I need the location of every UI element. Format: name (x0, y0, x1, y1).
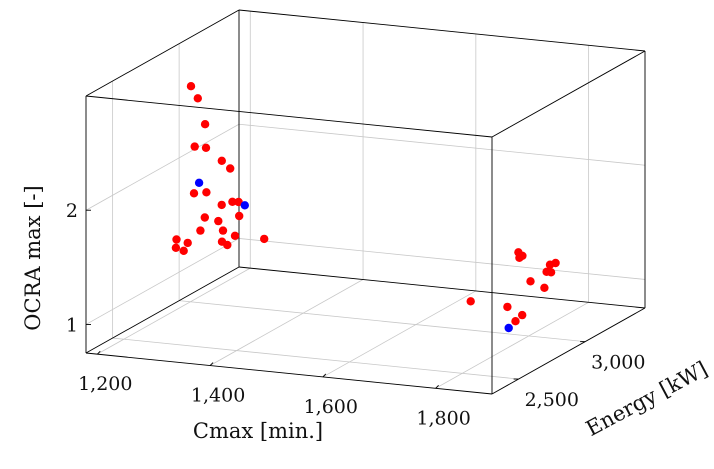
data-point-red (196, 226, 205, 235)
points-layer (171, 82, 560, 333)
data-point-blue (194, 178, 204, 187)
z-axis-title: OCRA max [-] (21, 185, 45, 330)
data-point-red (202, 188, 211, 197)
data-point-red (218, 226, 228, 235)
z-tick-label: 1 (66, 314, 78, 336)
x-tick-label: 1,600 (304, 396, 358, 418)
data-point-red (190, 142, 199, 151)
x-tick-mark (96, 350, 101, 355)
data-point-red (214, 216, 223, 226)
data-point-red (230, 231, 240, 240)
box-edge-back (85, 266, 240, 354)
x-axis-title: Cmax [min.] (193, 419, 323, 443)
x-tick-mark (322, 373, 327, 378)
grid-floor-x (209, 279, 364, 366)
grid-floor-y (112, 337, 519, 380)
grid-floor-y (179, 300, 586, 343)
data-point-red (551, 258, 560, 268)
data-point-red (234, 197, 243, 207)
z-tick-label: 2 (66, 200, 78, 222)
data-point-red (235, 211, 244, 221)
grid-left-z (85, 123, 240, 211)
box-edge-front (85, 352, 493, 395)
box-edge-front (491, 307, 646, 395)
data-point-red (260, 234, 269, 244)
data-point-red (179, 246, 188, 255)
y-tick-label: 2,500 (525, 389, 579, 411)
box-edge-back (85, 9, 240, 97)
data-point-red (511, 317, 520, 326)
grid-back-z (238, 238, 646, 280)
x-tick-label: 1,800 (416, 407, 470, 429)
data-point-red (228, 197, 237, 206)
data-point-red (183, 238, 192, 248)
data-point-red (515, 253, 524, 262)
x-tick-label: 1,400 (191, 385, 245, 407)
y-tick-label: 3,000 (591, 352, 645, 374)
tick-layer: 1,200 1,400 1,600 1,800 2,500 3,000 1 2 (66, 200, 646, 429)
grid-back-z (238, 123, 646, 166)
x-tick-mark (435, 384, 439, 389)
grid-floor-x (97, 267, 251, 355)
data-point-red (546, 268, 556, 277)
data-point-red (503, 302, 512, 312)
grid-layer (85, 11, 646, 389)
data-point-red (189, 189, 199, 198)
box-edge-back (238, 9, 646, 52)
grid-floor-x (435, 301, 589, 389)
data-point-red (226, 164, 235, 173)
axis-box-front (85, 50, 646, 395)
data-point-red (200, 120, 210, 129)
box-edge-back (238, 266, 646, 309)
data-point-red (193, 94, 202, 103)
x-tick-label: 1,200 (78, 373, 132, 395)
x-tick-mark (209, 362, 214, 366)
grid-floor-x (322, 290, 477, 378)
data-point-blue (504, 323, 513, 333)
data-point-red (540, 283, 549, 292)
data-point-red (466, 297, 475, 306)
box-edge-front (491, 50, 646, 138)
data-point-red (223, 240, 232, 250)
data-point-red (217, 156, 226, 165)
data-point-red (201, 143, 211, 152)
axis-box-back (85, 9, 646, 354)
box-edge-front (85, 95, 493, 138)
data-point-red (518, 310, 527, 320)
grid-left-z (85, 238, 240, 325)
data-point-red (171, 243, 181, 252)
data-point-red (172, 235, 181, 244)
data-point-red (200, 213, 209, 222)
data-point-red (526, 277, 535, 286)
label-layer: Cmax [min.] Energy [kW] OCRA max [-] (21, 185, 712, 443)
data-point-red (217, 200, 226, 210)
data-point-red (186, 82, 196, 91)
data-point-blue (240, 201, 249, 210)
